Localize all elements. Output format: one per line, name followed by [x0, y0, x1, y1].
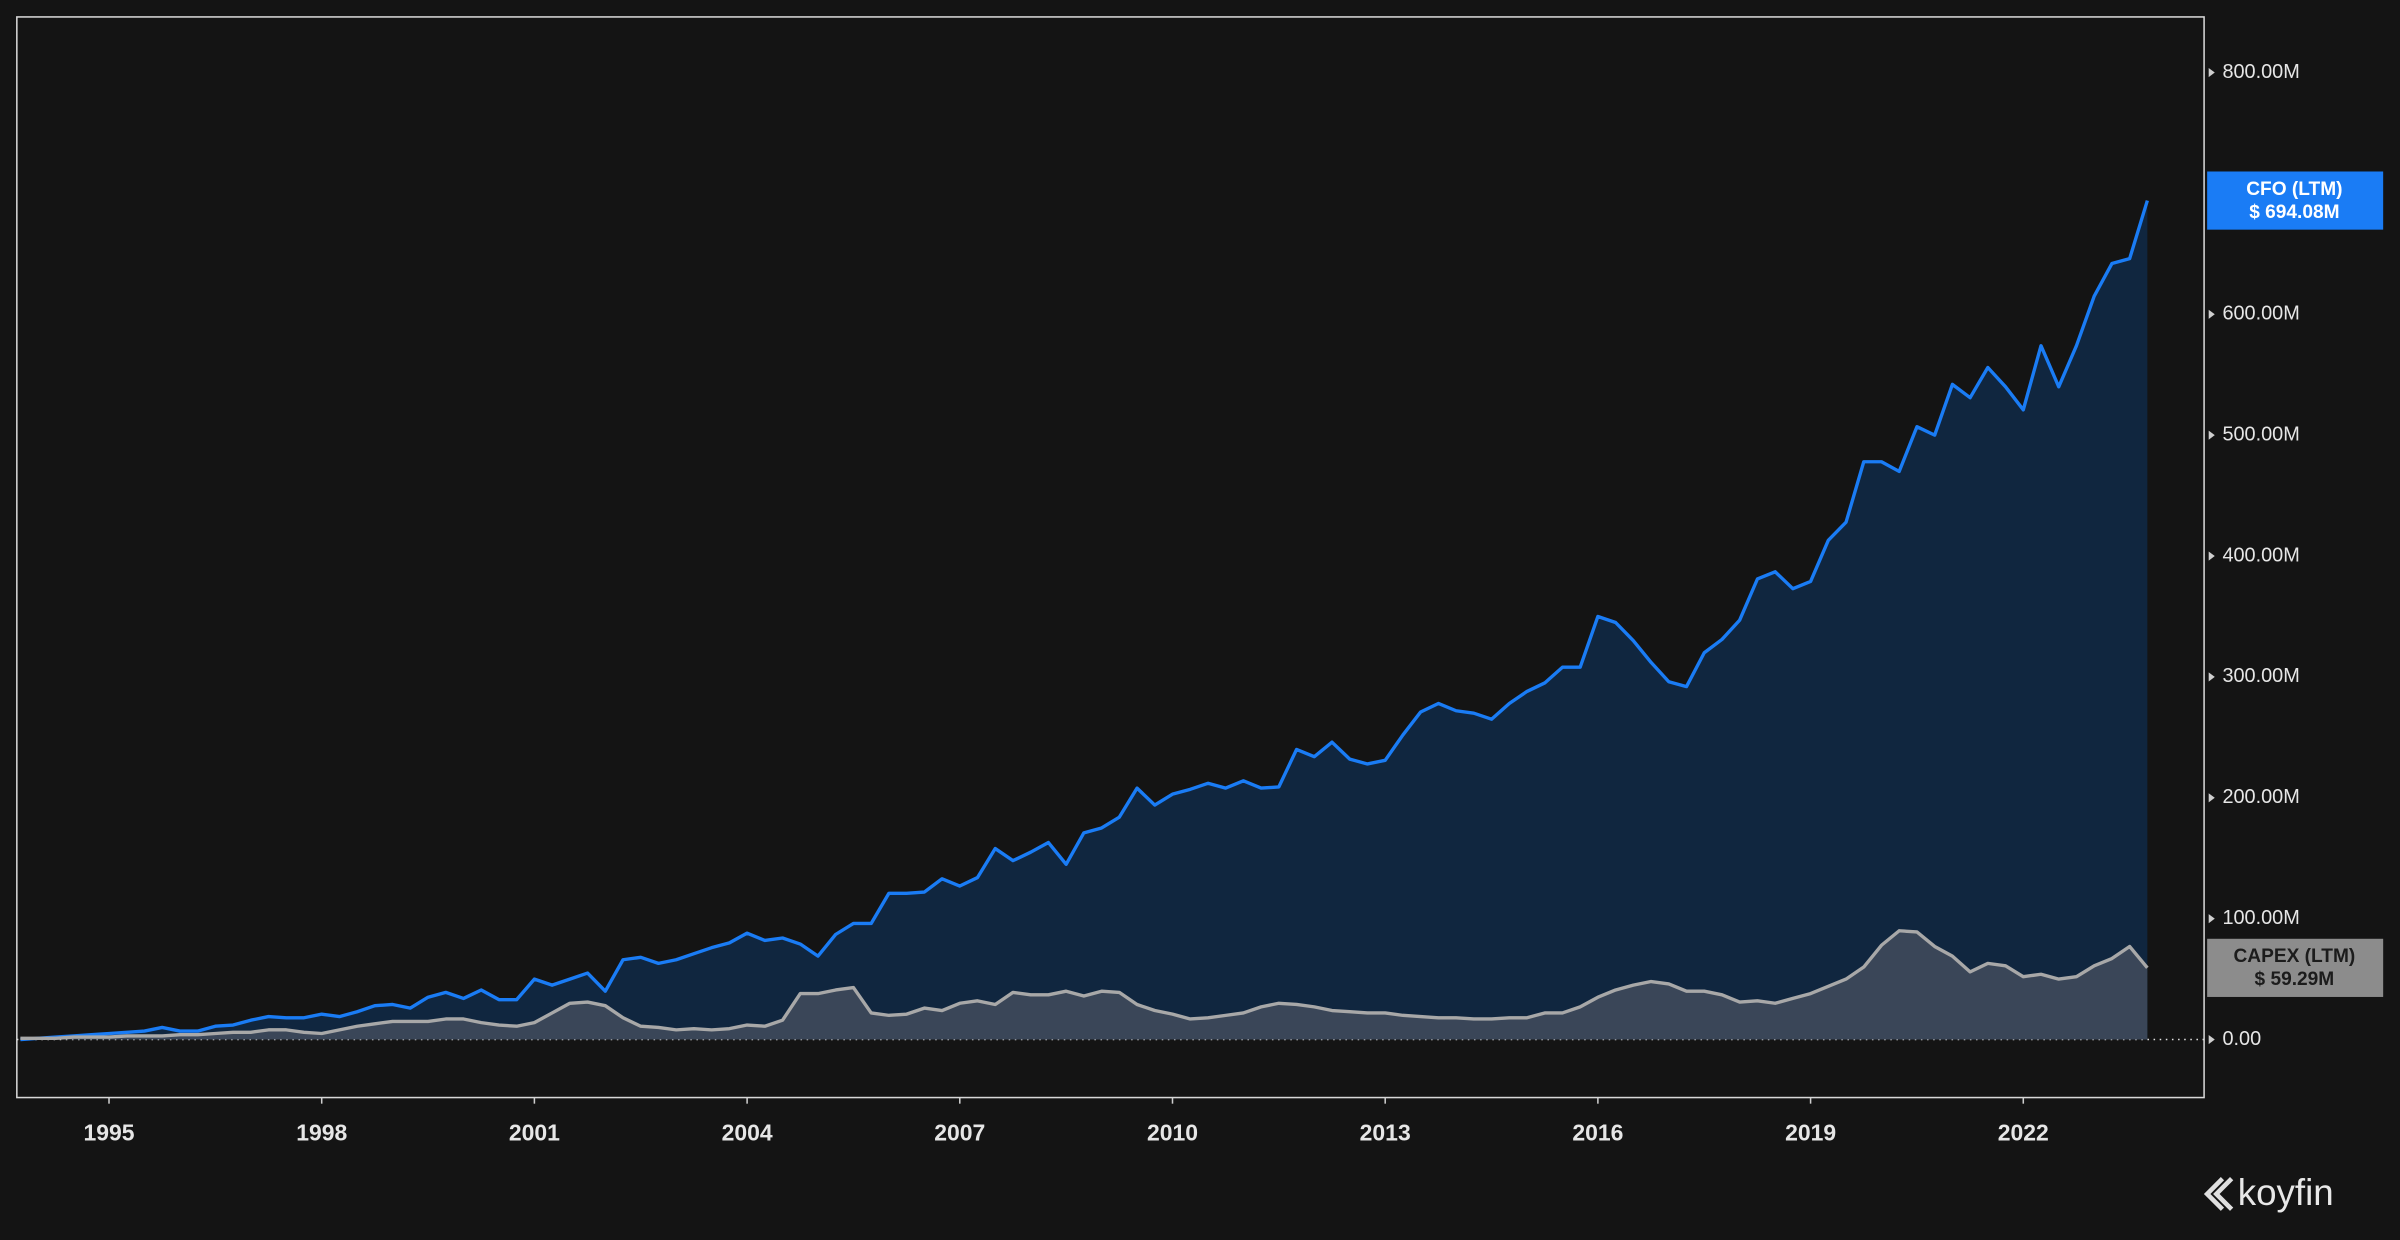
y-tick-label: 0.00	[2222, 1028, 2261, 1050]
y-tick-mark	[2208, 67, 2215, 78]
y-tick-label: 800.00M	[2222, 61, 2299, 83]
end-badge: CAPEX (LTM)$ 59.29M	[2207, 938, 2384, 997]
series-line	[20, 200, 2149, 1042]
logo-text: koyfin	[2238, 1172, 2334, 1213]
series-line	[20, 929, 2149, 1040]
y-tick-mark	[2208, 914, 2215, 924]
x-tick-label: 2001	[509, 1119, 560, 1145]
y-tick-mark	[2208, 551, 2215, 561]
area-fill	[20, 200, 2148, 1040]
y-tick-label: 600.00M	[2222, 303, 2299, 325]
x-tick-label: 2013	[1360, 1119, 1411, 1145]
y-tick-label: 200.00M	[2222, 786, 2299, 808]
y-tick-mark	[2208, 793, 2215, 803]
logo: koyfin	[2203, 1172, 2334, 1213]
y-tick-mark	[2208, 672, 2215, 682]
plot-frame	[16, 16, 2205, 1099]
x-tick-label: 2022	[1998, 1119, 2049, 1145]
x-tick-label: 2019	[1785, 1119, 1836, 1145]
area-fill	[20, 930, 2148, 1040]
y-tick-mark	[2208, 1034, 2215, 1045]
y-tick-mark	[2208, 430, 2215, 440]
x-tick-label: 2016	[1572, 1119, 1623, 1145]
end-value-label: $ 59.29M	[2255, 969, 2335, 990]
y-tick-label: 500.00M	[2222, 423, 2299, 445]
logo-icon	[2203, 1177, 2234, 1211]
x-tick-label: 2010	[1147, 1119, 1198, 1145]
x-tick-label: 1995	[83, 1119, 134, 1145]
y-tick-label: 400.00M	[2222, 544, 2299, 566]
y-tick-label: 100.00M	[2222, 907, 2299, 929]
end-value-label: $ 694.08M	[2249, 202, 2339, 223]
legend-label: CAPEX (LTM)	[2233, 946, 2355, 967]
end-badge-box	[2207, 171, 2384, 230]
x-tick-label: 2007	[934, 1119, 985, 1145]
y-tick-mark	[2208, 309, 2215, 319]
x-tick-label: 1998	[296, 1119, 347, 1145]
end-badge: CFO (LTM)$ 694.08M	[2207, 171, 2384, 230]
x-tick-label: 2004	[722, 1119, 773, 1145]
y-tick-label: 300.00M	[2222, 665, 2299, 687]
end-badge-box	[2207, 938, 2384, 997]
legend-label: CFO (LTM)	[2246, 179, 2342, 200]
